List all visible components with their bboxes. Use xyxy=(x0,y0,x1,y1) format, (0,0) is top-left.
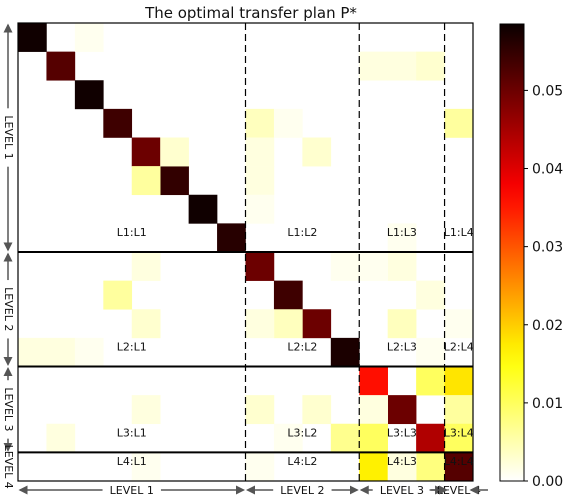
heatmap-cell xyxy=(18,23,47,52)
heatmap-cell xyxy=(444,452,474,482)
heatmap-cell xyxy=(245,252,275,281)
heatmap-cell xyxy=(245,309,275,339)
heatmap-cell xyxy=(46,423,76,453)
x-level-label: LEVEL 1 xyxy=(110,484,154,497)
colorbar-gradient xyxy=(499,23,525,482)
block-separators xyxy=(17,22,474,482)
heatmap-cell xyxy=(444,395,474,425)
heatmap-cell xyxy=(103,280,133,310)
heatmap-cell xyxy=(74,80,104,110)
heatmap-cell xyxy=(188,194,218,224)
heatmap-cell xyxy=(131,137,161,167)
y-level-label: LEVEL 3 xyxy=(2,387,15,431)
heatmap-cell xyxy=(330,337,360,367)
block-label: L4:L2 xyxy=(287,455,317,468)
heatmap-cell xyxy=(74,23,104,52)
block-label: L1:L1 xyxy=(117,226,147,239)
heatmap-cell xyxy=(444,309,474,339)
heatmap-cell xyxy=(273,423,303,453)
heatmap-cell xyxy=(416,51,445,81)
heatmap-cell xyxy=(302,137,332,167)
colorbar-tick-label: 0.04 xyxy=(532,162,563,178)
heatmap-cell xyxy=(330,423,360,453)
y-level-label: LEVEL 2 xyxy=(2,287,15,331)
block-label: L4:L4 xyxy=(444,455,474,468)
x-level-label: LEVEL 2 xyxy=(280,484,324,497)
heatmap-cell xyxy=(416,337,445,367)
heatmap-cell xyxy=(387,309,417,339)
block-labels: L1:L1 L1:L2 L1:L3 L1:L4 L2:L1 L2:L2 L2:L3 L2:L4… xyxy=(117,226,474,468)
heatmap-cell xyxy=(444,108,474,138)
heatmap-cell xyxy=(273,309,303,339)
y-level-label: LEVEL 4 xyxy=(2,445,15,489)
heatmap-cell xyxy=(330,252,360,281)
heatmap-cell xyxy=(359,452,388,482)
heatmap-cell xyxy=(131,166,161,196)
heatmap-cell xyxy=(416,452,445,482)
heatmap-cell xyxy=(131,452,161,482)
chart-title: The optimal transfer plan P* xyxy=(144,4,357,22)
block-label: L2:L2 xyxy=(287,341,317,354)
heatmap-cell xyxy=(245,395,275,425)
heatmap-cell xyxy=(160,137,189,167)
heatmap-cell xyxy=(302,395,332,425)
block-label: L1:L4 xyxy=(444,226,474,239)
block-label: L1:L2 xyxy=(287,226,317,239)
heatmap-cell xyxy=(359,366,388,396)
heatmap-cell xyxy=(131,309,161,339)
heatmap-cell xyxy=(103,108,133,138)
colorbar-tick-label: 0.03 xyxy=(532,240,563,256)
block-label: L4:L3 xyxy=(387,455,417,468)
block-label: L2:L4 xyxy=(444,341,474,354)
heatmap-cell xyxy=(444,423,474,453)
heatmap-cell xyxy=(160,166,189,196)
block-label: L3:L4 xyxy=(444,426,474,439)
heatmap-cell xyxy=(245,137,275,167)
heatmap-cell xyxy=(74,337,104,367)
heatmap-cell xyxy=(18,337,47,367)
heatmap-cell xyxy=(217,223,246,253)
block-label: L4:L1 xyxy=(117,455,147,468)
block-label: L3:L1 xyxy=(117,426,147,439)
level-axes: LEVEL 1 LEVEL 1 LEVEL 2 LEVEL 2 LEVEL 3 LEVEL… xyxy=(2,23,488,497)
heatmap-cell xyxy=(359,51,388,81)
heatmap-cell xyxy=(444,366,474,396)
heatmap-cell xyxy=(416,280,445,310)
heatmap-cell xyxy=(131,395,161,425)
heatmap-cell xyxy=(387,252,417,281)
colorbar-tick-label: 0.01 xyxy=(532,396,563,412)
colorbar: 0.00 0.01 0.02 0.03 0.04 0.05 xyxy=(499,23,563,490)
heatmap-cell xyxy=(245,194,275,224)
block-label: L1:L3 xyxy=(387,226,417,239)
colorbar-tick-label: 0.00 xyxy=(532,474,563,490)
heatmap-cell xyxy=(131,252,161,281)
heatmap-cell xyxy=(387,395,417,425)
heatmap-cell xyxy=(273,280,303,310)
block-label: L3:L3 xyxy=(387,426,417,439)
heatmap-cell xyxy=(387,452,417,482)
heatmap-cell xyxy=(359,252,388,281)
heatmap-cell xyxy=(359,395,388,425)
block-label: L3:L2 xyxy=(287,426,317,439)
heatmap-cell xyxy=(245,108,275,138)
y-level-label: LEVEL 1 xyxy=(2,115,15,159)
colorbar-tick-label: 0.05 xyxy=(532,83,563,99)
block-label: L2:L3 xyxy=(387,341,417,354)
heatmap-cell xyxy=(359,423,388,453)
heatmap-cell xyxy=(416,423,445,453)
block-label: L2:L1 xyxy=(117,341,147,354)
heatmap-cell xyxy=(46,337,76,367)
heatmap-cell xyxy=(416,366,445,396)
x-level-label: LEVEL 3 xyxy=(380,484,424,497)
heatmap-cell xyxy=(273,108,303,138)
heatmap-cell xyxy=(302,309,332,339)
heatmap-cell xyxy=(245,452,275,482)
heatmap-cell xyxy=(387,51,417,81)
colorbar-tick-label: 0.02 xyxy=(532,318,563,334)
heatmap-cell xyxy=(387,223,417,253)
heatmap-cell xyxy=(245,166,275,196)
heatmap-cell xyxy=(46,51,76,81)
